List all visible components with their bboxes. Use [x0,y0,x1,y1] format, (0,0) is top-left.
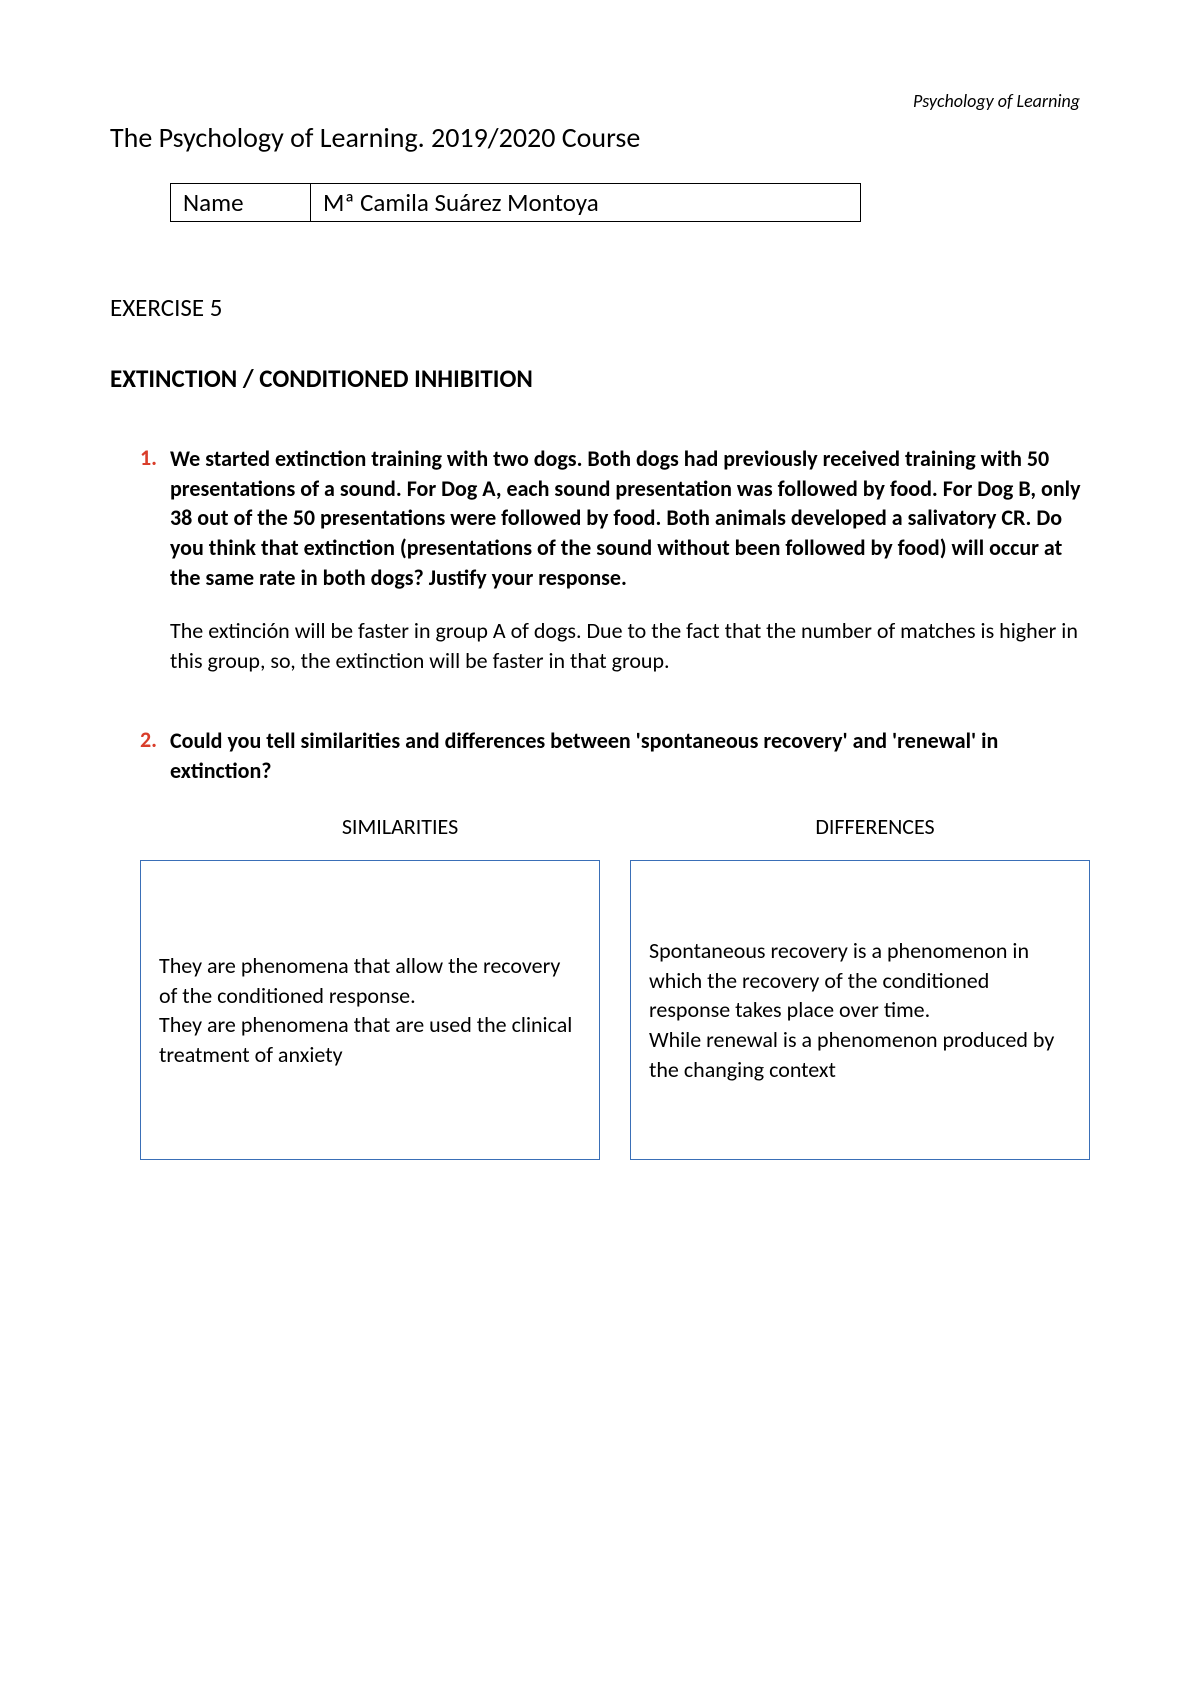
question-2-number: 2. [140,726,170,753]
question-1-number: 1. [140,444,170,471]
similarities-box: They are phenomena that allow the recove… [140,860,600,1160]
question-2-text: Could you tell similarities and differen… [170,726,1090,785]
question-2-block: 2. Could you tell similarities and diffe… [140,726,1090,1160]
comparison-boxes: They are phenomena that allow the recove… [140,860,1090,1160]
document-title: The Psychology of Learning. 2019/2020 Co… [110,120,1090,155]
exercise-heading: EXERCISE 5 [110,292,1090,323]
similarities-header: SIMILARITIES [170,813,600,840]
name-table: Name Mª Camila Suárez Montoya [170,183,861,222]
question-1-row: 1. We started extinction training with t… [140,444,1090,592]
header-course-name: Psychology of Learning [110,90,1090,112]
question-2-row: 2. Could you tell similarities and diffe… [140,726,1090,785]
name-value-cell: Mª Camila Suárez Montoya [311,184,861,222]
topic-heading: EXTINCTION / CONDITIONED INHIBITION [110,363,1090,394]
differences-header: DIFFERENCES [660,813,1090,840]
question-1-text: We started extinction training with two … [170,444,1090,592]
question-1-answer: The extinción will be faster in group A … [170,616,1090,675]
document-page: Psychology of Learning The Psychology of… [0,0,1200,1160]
differences-box: Spontaneous recovery is a phenomenon in … [630,860,1090,1160]
name-label-cell: Name [171,184,311,222]
question-1-block: 1. We started extinction training with t… [140,444,1090,676]
comparison-headers: SIMILARITIES DIFFERENCES [170,813,1090,840]
